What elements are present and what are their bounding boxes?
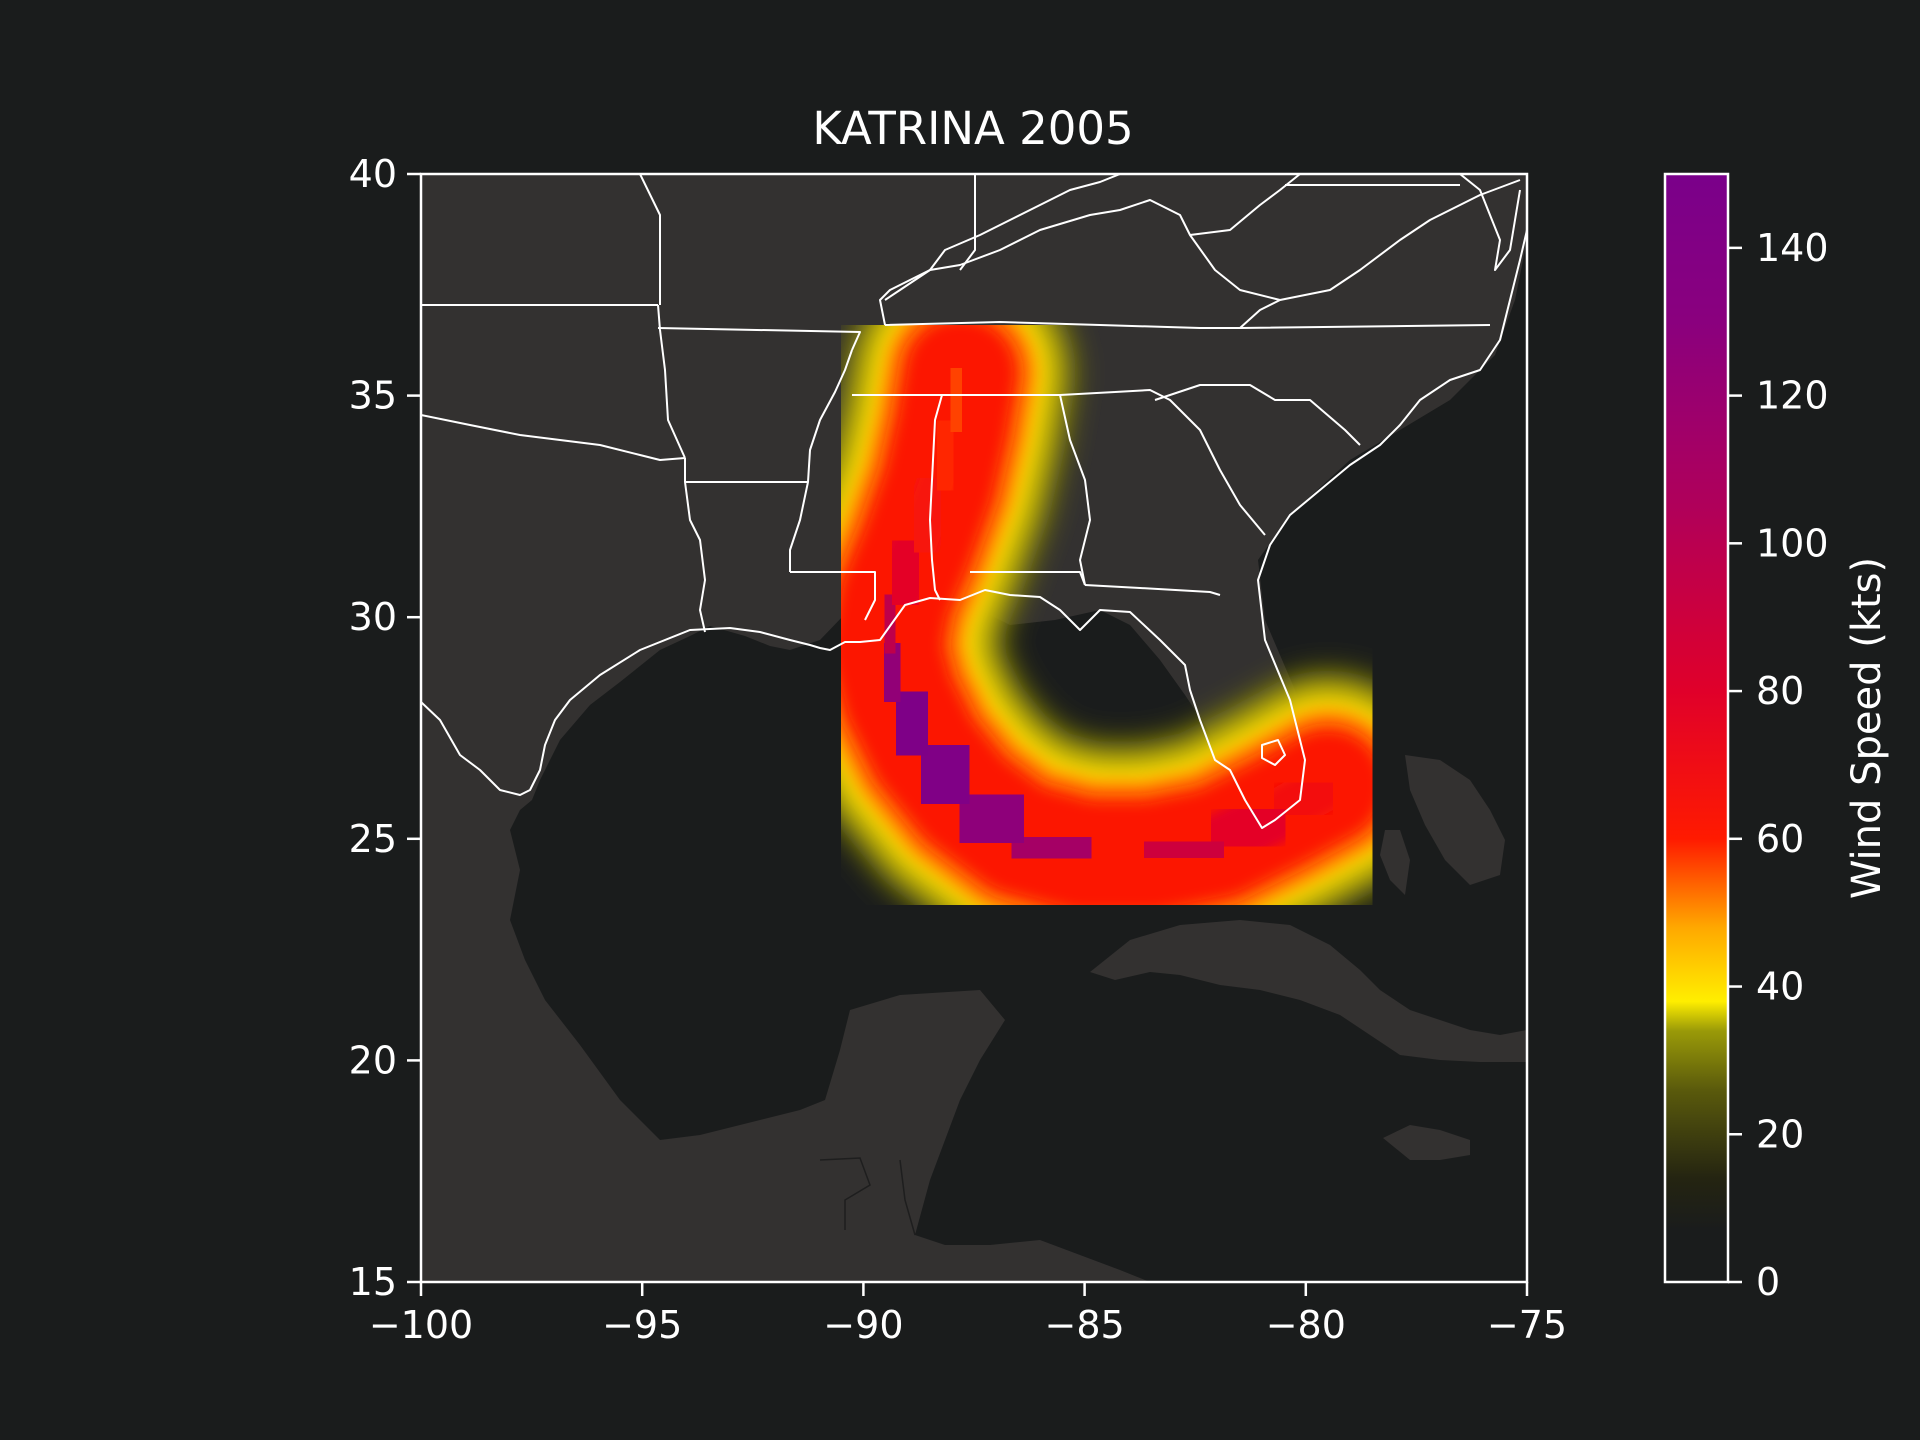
ohio-river [884,174,1121,301]
illinois-indiana-border [959,174,976,271]
louisiana-texas-border [684,458,706,633]
x-tick-label: −80 [1266,1303,1346,1347]
virginia-nc-border [1239,299,1281,329]
north-america-land [421,174,1527,1282]
colorbar-tick-label: 80 [1756,669,1804,713]
y-tick-label: 40 [349,152,397,196]
oklahoma-arkansas-border [657,304,686,459]
y-tick-label: 15 [349,1260,397,1304]
texas-oklahoma-border [421,414,686,461]
louisiana-mississippi-border [790,571,876,621]
x-tick-label: −75 [1487,1303,1567,1347]
us-gulf-atlantic-coastline [421,229,1527,829]
alabama-florida-border [970,571,1086,586]
missouri-kansas-border [639,174,661,305]
kentucky-virginia-borders [879,179,1521,326]
colorbar-ticks: 0 20 40 60 80 100 120 140 [1728,226,1829,1304]
colorbar-frame [1663,172,1730,1284]
colorbar-tick-label: 140 [1756,226,1829,270]
plot-frame [419,172,1529,1284]
lake-okeechobee [1261,739,1286,766]
tennessee-north-border [884,321,1491,329]
alabama-georgia-border [1059,394,1091,586]
colorbar-tick-label: 100 [1756,521,1829,565]
y-tick-label: 20 [349,1038,397,1082]
colorbar-label: Wind Speed (kts) [1844,557,1890,899]
country-borders [819,1157,916,1236]
x-tick-label: −95 [602,1303,682,1347]
colorbar-tick-label: 60 [1756,817,1804,861]
colorbar-tick-label: 120 [1756,374,1829,418]
georgia-carolina-border [1114,389,1266,536]
georgia-florida-border [1084,584,1221,596]
mississippi-river [789,349,853,572]
y-tick-label: 35 [349,374,397,418]
x-tick-label: −90 [823,1303,903,1347]
state-borders [421,174,1527,829]
colorbar-tick-label: 40 [1756,965,1804,1009]
x-tick-label: −85 [1044,1303,1124,1347]
colorbar-gradient [1665,174,1728,1282]
north-south-carolina-border [1154,384,1361,446]
hispaniola [1383,1125,1470,1160]
x-tick-label: −100 [369,1303,473,1347]
chesapeake [1459,174,1521,271]
mississippi-alabama-border [929,394,943,601]
x-axis: −100 −95 −90 −85 −80 −75 [369,1282,1567,1347]
colorbar-tick-label: 20 [1756,1112,1804,1156]
y-tick-label: 30 [349,595,397,639]
arkansas-missouri-border [657,327,861,351]
map-title: KATRINA 2005 [812,102,1133,155]
colorbar-tick-label: 0 [1756,1260,1780,1304]
map-plot-area[interactable] [421,174,1527,1282]
y-tick-label: 25 [349,817,397,861]
colorbar: 0 20 40 60 80 100 120 140 Wind Speed (kts) [1663,172,1890,1304]
y-axis: 15 20 25 30 35 40 [349,152,421,1304]
track-segment [931,353,981,447]
